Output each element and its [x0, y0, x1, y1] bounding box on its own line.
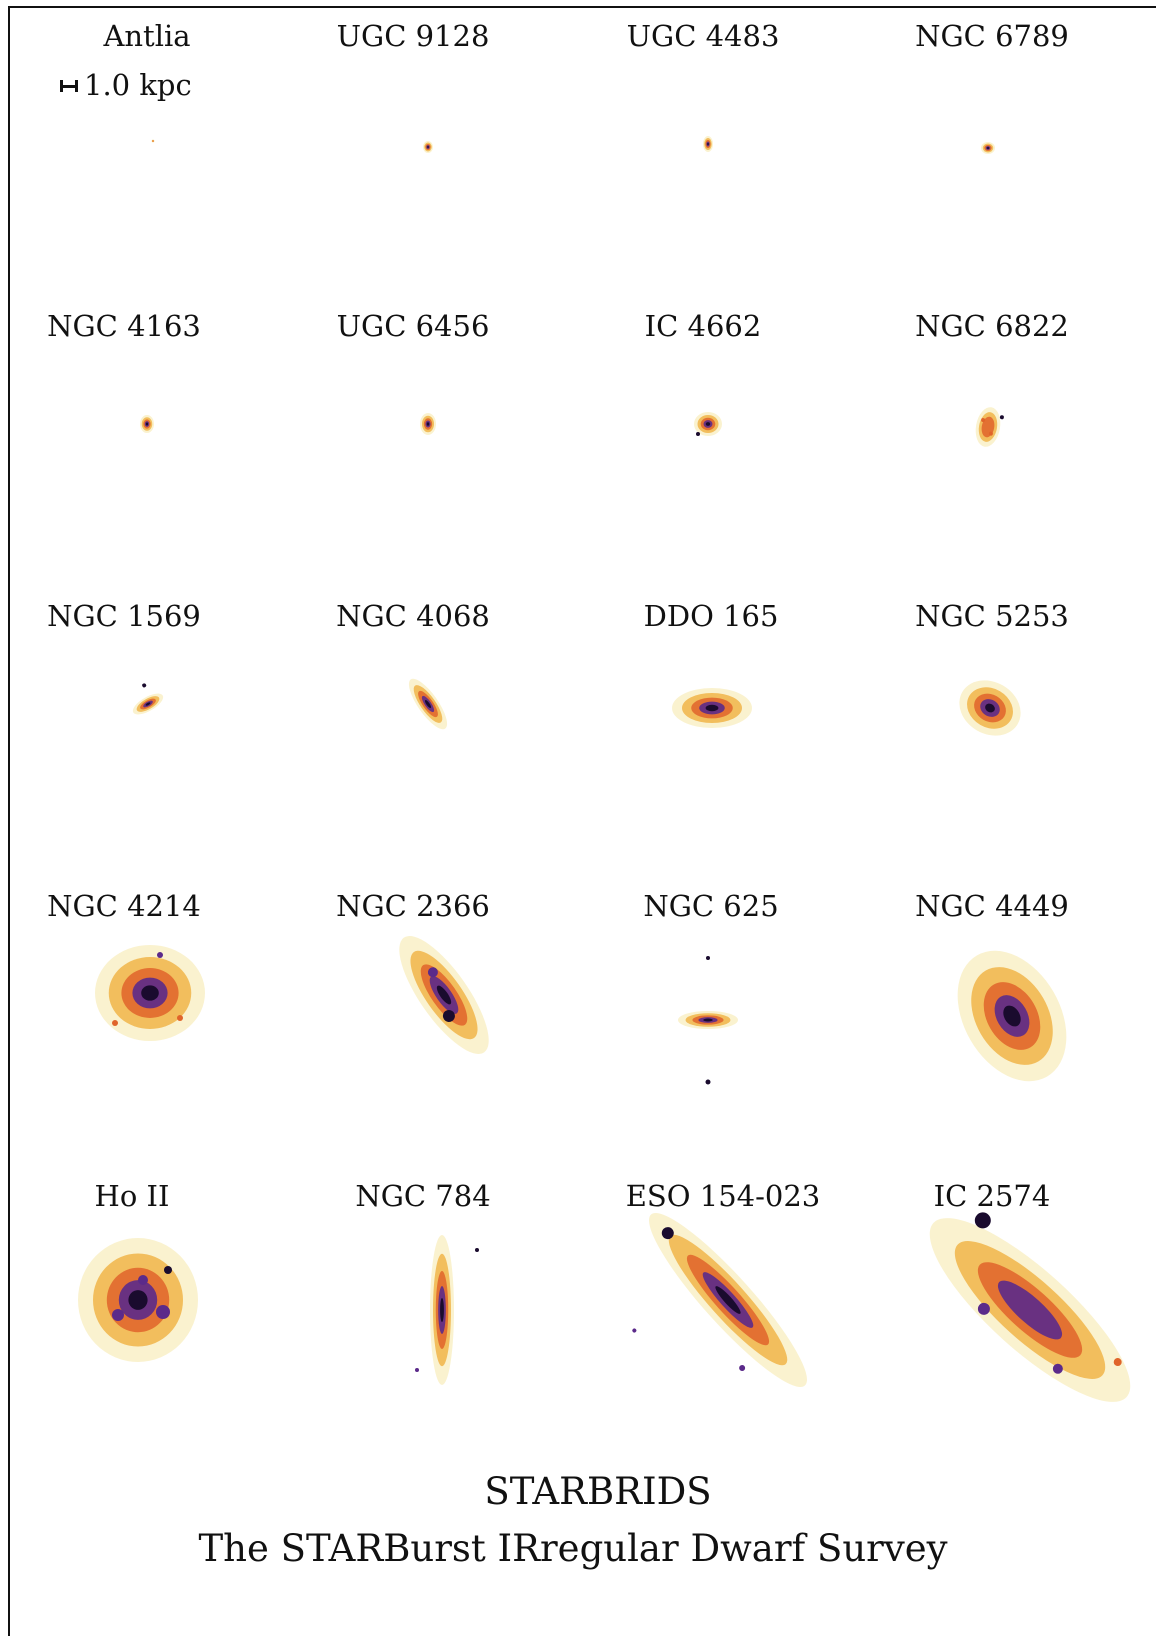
galaxy-label-ngc5253: NGC 5253	[915, 599, 1069, 633]
galaxy-label-ngc4449: NGC 4449	[915, 889, 1069, 923]
galaxy-label-ho-ii: Ho II	[94, 1179, 170, 1213]
galaxy-label-ngc6789: NGC 6789	[915, 19, 1069, 53]
scale-bar-label: 1.0 kpc	[84, 68, 192, 102]
galaxy-label-ugc6456: UGC 6456	[336, 309, 490, 343]
galaxy-image-ddo165	[672, 688, 752, 728]
galaxy-image-ic2574	[929, 1212, 1131, 1402]
scale-bar: 1.0 kpc	[60, 71, 192, 100]
galaxy-label-ugc4483: UGC 4483	[626, 19, 780, 53]
galaxy-label-ic2574: IC 2574	[933, 1179, 1051, 1213]
galaxy-image-antlia	[151, 139, 155, 143]
galaxy-image-ic4662	[694, 412, 722, 436]
galaxy-label-ugc9128: UGC 9128	[336, 19, 490, 53]
galaxy-image-ngc5253	[959, 680, 1021, 736]
galaxy-image-ho-ii	[78, 1238, 198, 1362]
galaxy-image-ngc4449	[957, 950, 1067, 1082]
survey-title: STARBRIDS	[484, 1470, 712, 1513]
galaxy-image-ngc1569	[132, 683, 164, 715]
galaxy-label-ngc1569: NGC 1569	[47, 599, 201, 633]
galaxy-label-ngc4214: NGC 4214	[47, 889, 201, 923]
galaxy-label-eso154-023: ESO 154-023	[625, 1179, 821, 1213]
galaxy-label-ngc4163: NGC 4163	[47, 309, 201, 343]
galaxy-image-ugc9128	[423, 141, 433, 153]
galaxy-label-ngc625: NGC 625	[643, 889, 779, 923]
galaxy-image-ngc2366	[399, 936, 489, 1054]
galaxy-image-ngc4214	[95, 945, 205, 1041]
survey-subtitle: The STARBurst IRregular Dwarf Survey	[198, 1527, 948, 1570]
galaxy-image-eso154-023	[632, 1213, 807, 1387]
galaxy-image-ngc4068	[408, 678, 448, 730]
scale-bar-icon	[60, 79, 78, 92]
galaxy-image-ngc4163	[140, 415, 154, 433]
galaxy-label-ngc4068: NGC 4068	[336, 599, 490, 633]
galaxy-image-ugc6456	[420, 413, 436, 435]
galaxy-image-ugc4483	[703, 136, 713, 152]
galaxy-image-ngc784	[415, 1235, 479, 1385]
figure-frame	[8, 6, 1156, 1636]
galaxy-label-antlia: Antlia	[103, 19, 191, 53]
galaxy-image-ngc6789	[981, 142, 995, 154]
galaxy-label-ngc784: NGC 784	[355, 1179, 491, 1213]
galaxy-label-ddo165: DDO 165	[643, 599, 779, 633]
galaxy-image-ngc625	[678, 956, 738, 1085]
galaxy-label-ngc6822: NGC 6822	[915, 309, 1069, 343]
galaxy-image-ngc6822	[975, 407, 1004, 447]
galaxy-label-ngc2366: NGC 2366	[336, 889, 490, 923]
galaxy-label-ic4662: IC 4662	[644, 309, 762, 343]
